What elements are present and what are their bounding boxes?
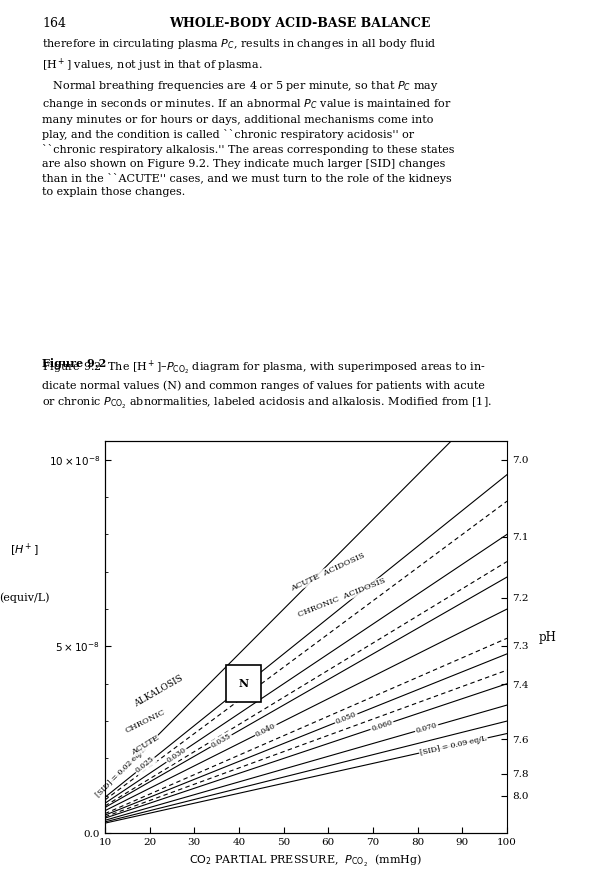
Text: 0.040: 0.040 <box>254 722 277 739</box>
Y-axis label: pH: pH <box>539 631 557 643</box>
Text: WHOLE-BODY ACID-BASE BALANCE: WHOLE-BODY ACID-BASE BALANCE <box>169 17 431 30</box>
Text: $[H^+]$: $[H^+]$ <box>10 543 39 560</box>
Text: ACUTE: ACUTE <box>130 734 161 756</box>
Text: 0.060: 0.060 <box>370 718 394 732</box>
Text: 0.070: 0.070 <box>415 721 438 735</box>
X-axis label: $\mathrm{CO_2}$ PARTIAL PRESSURE,  $P_{\mathrm{CO_2}}$  (mmHg): $\mathrm{CO_2}$ PARTIAL PRESSURE, $P_{\m… <box>190 853 422 869</box>
Text: CHRONIC  ACIDOSIS: CHRONIC ACIDOSIS <box>297 576 387 619</box>
Text: 0.050: 0.050 <box>335 711 358 726</box>
Text: CHRONIC: CHRONIC <box>124 707 167 734</box>
Text: N: N <box>238 678 248 690</box>
Text: ALKALOSIS: ALKALOSIS <box>133 674 185 708</box>
Text: Figure 9.2  The [H$^+$]–$P_{\mathrm{CO_2}}$ diagram for plasma, with superimpose: Figure 9.2 The [H$^+$]–$P_{\mathrm{CO_2}… <box>42 358 492 411</box>
Text: (equiv/L): (equiv/L) <box>0 593 50 603</box>
Text: 164: 164 <box>42 17 66 30</box>
Text: [SID] = 0.09 eq/L: [SID] = 0.09 eq/L <box>419 734 487 756</box>
Text: [SID] = 0.02 eq/L: [SID] = 0.02 eq/L <box>94 746 148 799</box>
Text: therefore in circulating plasma $P_C$, results in changes in all body fluid
[H$^: therefore in circulating plasma $P_C$, r… <box>42 37 455 197</box>
Text: Figure 9.2: Figure 9.2 <box>42 358 106 369</box>
Bar <box>226 665 262 702</box>
Text: ACUTE  ACIDOSIS: ACUTE ACIDOSIS <box>290 551 367 593</box>
Text: 0.030: 0.030 <box>165 746 188 764</box>
Text: 0.035: 0.035 <box>209 732 233 750</box>
Text: 0.025: 0.025 <box>134 755 156 775</box>
